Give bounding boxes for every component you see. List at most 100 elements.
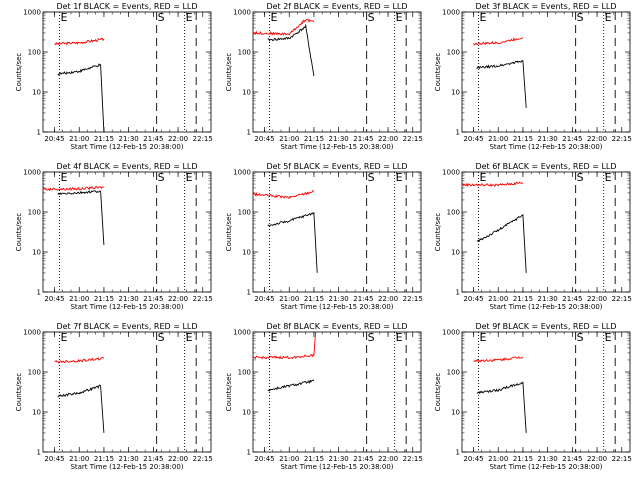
x-tick-label: 22:15 [403, 295, 423, 303]
x-tick-label: 21:30 [119, 135, 139, 143]
y-tick-label: 10 [451, 409, 460, 417]
x-axis-label: Start Time (12-Feb-15 20:38:00) [70, 463, 183, 471]
series-black [57, 384, 105, 433]
plot-frame [252, 11, 422, 133]
panel-det-7: Det 7f BLACK = Events, RED = LLD 1 10 100 10… [15, 322, 213, 471]
x-tick-label: 21:30 [329, 295, 349, 303]
marker-label-E: E [60, 11, 67, 24]
x-tick-label: 22:00 [378, 135, 398, 143]
x-tick-label: 20:45 [44, 135, 64, 143]
x-tick-label: 20:45 [463, 295, 483, 303]
series-black [57, 190, 105, 246]
x-tick-label: 20:45 [254, 295, 274, 303]
panel-det-8: Det 8f BLACK = Events, RED = LLD 1 10 100 10… [225, 322, 423, 471]
x-tick-label: 21:15 [94, 455, 114, 463]
series-red [461, 181, 524, 188]
x-tick-label: 21:00 [279, 295, 299, 303]
panel-title: Det 5f BLACK = Events, RED = LLD [266, 162, 407, 171]
y-tick-label: 10 [242, 409, 251, 417]
series-black [476, 381, 527, 433]
marker-label-E: E [396, 171, 403, 184]
x-tick-label: 21:15 [304, 295, 324, 303]
series-black [267, 211, 318, 273]
y-tick-label: 100 [447, 369, 460, 377]
x-tick-label: 20:45 [44, 455, 64, 463]
panel-det-4: Det 4f BLACK = Events, RED = LLD 1 10 100 10… [15, 162, 213, 311]
plot-frame [252, 331, 422, 453]
y-tick-label: 100 [447, 209, 460, 217]
y-tick-label: 10 [32, 89, 41, 97]
x-tick-label: 22:15 [612, 295, 632, 303]
marker-label-S: S [577, 11, 584, 24]
series-red [252, 18, 315, 36]
x-axis-label: Start Time (12-Feb-15 20:38:00) [70, 143, 183, 151]
y-axis-label: Counts/sec [15, 213, 23, 252]
y-axis-label: Counts/sec [225, 373, 233, 412]
x-tick-label: 21:30 [538, 135, 558, 143]
y-tick-label: 1 [37, 129, 41, 137]
x-axis-label: Start Time (12-Feb-15 20:38:00) [489, 143, 602, 151]
y-axis-label: Counts/sec [225, 213, 233, 252]
marker-label-S: S [368, 11, 375, 24]
marker-label-S: S [368, 331, 375, 344]
x-tick-label: 22:15 [193, 295, 213, 303]
y-tick-label: 100 [447, 49, 460, 57]
marker-label-E: E [186, 171, 193, 184]
panel-det-3: Det 3f BLACK = Events, RED = LLD 1 10 100 10… [434, 2, 632, 151]
x-tick-label: 22:00 [168, 295, 188, 303]
x-tick-label: 21:30 [329, 135, 349, 143]
x-tick-label: 21:15 [304, 455, 324, 463]
x-tick-label: 21:45 [562, 135, 582, 143]
x-tick-label: 22:00 [168, 455, 188, 463]
marker-label-S: S [158, 331, 165, 344]
panel-title: Det 8f BLACK = Events, RED = LLD [266, 322, 407, 331]
x-axis-label: Start Time (12-Feb-15 20:38:00) [70, 303, 183, 311]
series-black [57, 63, 105, 133]
x-tick-label: 22:15 [193, 455, 213, 463]
series-red [42, 186, 104, 192]
x-tick-label: 21:00 [488, 455, 508, 463]
y-axis-label: Counts/sec [225, 53, 233, 92]
y-tick-label: 100 [238, 49, 251, 57]
x-tick-label: 21:15 [513, 135, 533, 143]
series-black [476, 213, 527, 273]
x-tick-label: 20:45 [463, 135, 483, 143]
marker-label-S: S [158, 11, 165, 24]
x-tick-label: 21:30 [538, 455, 558, 463]
y-tick-label: 10 [242, 89, 251, 97]
marker-label-E: E [396, 331, 403, 344]
x-tick-label: 21:45 [143, 295, 163, 303]
y-tick-label: 1000 [233, 9, 251, 17]
panel-det-6: Det 6f BLACK = Events, RED = LLD 1 10 100 10… [434, 162, 632, 311]
series-black [267, 23, 315, 77]
y-tick-label: 1 [456, 129, 460, 137]
panel-det-5: Det 5f BLACK = Events, RED = LLD 1 10 100 10… [225, 162, 423, 311]
y-tick-label: 1 [37, 289, 41, 297]
y-tick-label: 1 [247, 289, 251, 297]
x-tick-label: 21:15 [304, 135, 324, 143]
y-tick-label: 100 [238, 209, 251, 217]
panel-det-9: Det 9f BLACK = Events, RED = LLD 1 10 100 10… [434, 322, 632, 471]
y-tick-label: 1 [456, 449, 460, 457]
series-red [252, 331, 317, 360]
x-tick-label: 21:45 [143, 455, 163, 463]
panel-det-2: Det 2f BLACK = Events, RED = LLD 1 10 100 10… [225, 2, 423, 151]
x-tick-label: 21:45 [353, 295, 373, 303]
x-tick-label: 20:45 [44, 295, 64, 303]
series-red [252, 189, 315, 199]
x-tick-label: 21:15 [94, 295, 114, 303]
y-tick-label: 1 [37, 449, 41, 457]
x-tick-label: 22:15 [403, 455, 423, 463]
panel-title: Det 3f BLACK = Events, RED = LLD [475, 2, 616, 11]
marker-label-S: S [577, 331, 584, 344]
panel-title: Det 6f BLACK = Events, RED = LLD [475, 162, 616, 171]
y-tick-label: 10 [451, 89, 460, 97]
x-tick-label: 21:30 [538, 295, 558, 303]
x-tick-label: 20:45 [254, 135, 274, 143]
x-tick-label: 22:15 [612, 455, 632, 463]
x-tick-label: 21:00 [69, 295, 89, 303]
plot-frame [461, 171, 631, 293]
x-tick-label: 21:00 [279, 455, 299, 463]
series-red [473, 356, 524, 363]
